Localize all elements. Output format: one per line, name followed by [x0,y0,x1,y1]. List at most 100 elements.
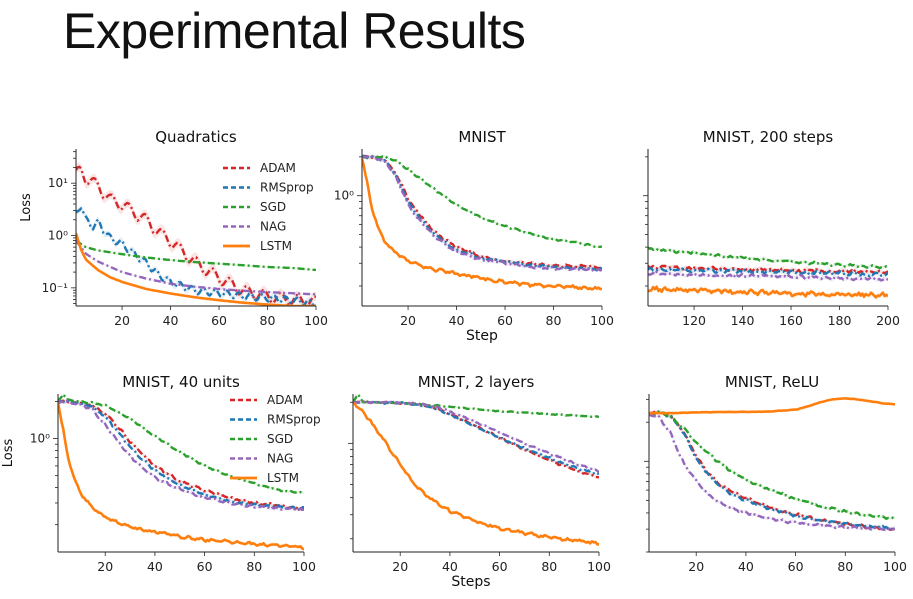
series-line-sgd [648,246,888,270]
series-line-adam [58,399,304,511]
x-tick-label: 60 [492,559,508,574]
series-line-nag [353,400,599,474]
series-line-sgd [76,239,316,272]
legend-label-sgd: SGD [267,432,293,446]
x-tick-label: 60 [497,313,513,328]
series-band-sgd [649,409,895,521]
series-group [648,246,888,300]
x-tick-label: 100 [292,559,316,574]
x-tick-label: 140 [731,313,755,328]
y-axis-label: Loss [19,193,34,222]
y-tick-label: 10⁰ [48,229,68,243]
legend: ADAM RMSprop SGD NAG LSTM [230,393,321,485]
x-axis-label: Steps [451,574,490,590]
series-line-adam [649,410,895,531]
series-line-lstm [648,285,888,299]
x-tick-label: 20 [400,313,416,328]
legend-label-sgd: SGD [260,200,286,214]
legend-label-adam: ADAM [260,161,296,175]
chart-title: MNIST [458,128,506,146]
x-tick-label: 120 [682,313,706,328]
series-line-adam [648,264,888,275]
x-tick-label: 40 [163,313,179,328]
legend: ADAM RMSprop SGD NAG LSTM [223,161,314,253]
x-tick-label: 40 [147,559,163,574]
series-line-nag [649,413,895,532]
legend-label-nag: NAG [267,452,293,466]
series-line-nag [362,155,602,272]
series-line-adam [362,155,602,270]
series-line-nag [58,399,304,512]
x-tick-label: 80 [246,559,262,574]
legend-label-lstm: LSTM [260,239,292,253]
series-line-sgd [58,393,304,495]
legend-label-lstm: LSTM [267,471,299,485]
legend-label-adam: ADAM [267,393,303,407]
series-line-sgd [649,409,895,520]
series-band-sgd [362,155,602,248]
x-tick-label: 100 [304,313,328,328]
x-tick-label: 20 [97,559,113,574]
series-line-rmsprop [648,266,888,278]
slide-title: Experimental Results [63,3,526,59]
x-axis-label: Step [466,328,498,344]
series-line-rmsprop [58,399,304,511]
legend-label-rmsprop: RMSprop [267,413,321,427]
x-tick-label: 160 [779,313,803,328]
x-tick-label: 80 [260,313,276,328]
x-tick-label: 20 [392,559,408,574]
y-tick-label: 10⁰ [334,189,354,203]
x-tick-label: 180 [828,313,852,328]
series-line-rmsprop [76,207,316,306]
y-tick-label: 10¹ [48,176,68,190]
chart-title: MNIST, ReLU [725,373,819,391]
chart-panel-1: 10⁻¹ 10⁰ 10¹ 20 40 60 80 100 Quadratics Loss ADAM R… [19,128,328,328]
legend-label-rmsprop: RMSprop [260,181,314,195]
x-tick-label: 20 [114,313,130,328]
x-tick-label: 60 [211,313,227,328]
series-line-adam [353,400,599,479]
x-tick-label: 100 [883,559,907,574]
series-line-lstm [353,401,599,546]
series-group [58,393,304,551]
series-group [353,393,599,546]
x-tick-label: 60 [197,559,213,574]
chart-panel-5: 20 40 60 80 100 MNIST, 2 layers Steps [348,373,611,590]
x-tick-label: 100 [590,313,614,328]
y-axis-label: Loss [1,439,16,468]
series-line-lstm [649,397,895,415]
series-line-lstm [76,233,316,306]
series-line-nag [76,239,316,296]
x-tick-label: 20 [688,559,704,574]
series-group [649,397,895,532]
series-group [76,162,316,306]
series-line-rmsprop [353,400,599,476]
x-tick-label: 200 [876,313,900,328]
chart-title: MNIST, 40 units [122,373,240,391]
legend-label-nag: NAG [260,220,286,234]
x-tick-label: 40 [449,313,465,328]
series-line-sgd [362,154,602,249]
series-line-nag [648,270,888,282]
chart-title: MNIST, 200 steps [703,128,834,146]
chart-title: MNIST, 2 layers [418,373,535,391]
x-tick-label: 40 [442,559,458,574]
series-group [362,154,602,292]
series-line-sgd [353,393,599,419]
chart-panel-4: 10⁰ 20 40 60 80 100 MNIST, 40 units Loss ADAM RMS… [1,373,321,574]
series-line-lstm [58,402,304,551]
x-tick-label: 100 [587,559,611,574]
chart-panel-3: 120 140 160 180 200 MNIST, 200 steps [643,128,900,328]
x-tick-label: 80 [541,559,557,574]
series-band-adam [353,400,599,479]
chart-panel-2: 10⁰ 20 40 60 80 100 MNIST Step [334,128,614,344]
series-line-rmsprop [649,411,895,531]
y-tick-label: 10⁻¹ [42,281,69,295]
chart-panel-6: 20 40 60 80 100 MNIST, ReLU [644,373,907,574]
series-line-lstm [362,158,602,291]
series-band-adam [362,154,602,270]
x-tick-label: 80 [546,313,562,328]
chart-title: Quadratics [155,128,237,146]
x-tick-label: 60 [788,559,804,574]
